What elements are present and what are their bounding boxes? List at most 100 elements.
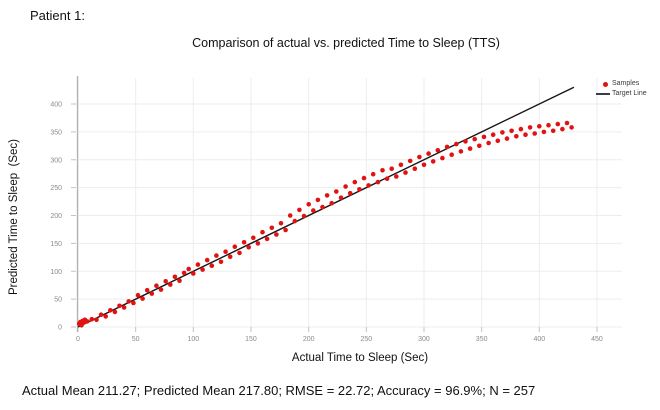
sample-point: [426, 151, 431, 156]
sample-point: [315, 197, 321, 203]
sample-point: [560, 126, 565, 132]
sample-point: [380, 168, 385, 173]
x-tick-label: 350: [476, 336, 488, 343]
sample-point: [168, 282, 173, 287]
sample-point: [504, 136, 510, 141]
sample-point: [495, 138, 501, 144]
sample-point: [514, 134, 519, 139]
sample-point: [121, 305, 127, 310]
sample-point: [412, 166, 418, 171]
target-line: [77, 86, 575, 328]
sample-point: [283, 227, 288, 233]
sample-point: [269, 225, 275, 231]
sample-point: [541, 129, 547, 135]
x-tick-label: 200: [303, 336, 315, 343]
sample-point: [546, 122, 551, 128]
sample-point: [172, 274, 178, 280]
target-line-swatch-icon: [596, 93, 610, 95]
legend-entry-samples: Samples: [596, 79, 647, 89]
stats-summary: Actual Mean 211.27; Predicted Mean 217.8…: [22, 383, 536, 398]
sample-point: [195, 262, 201, 267]
sample-point: [191, 271, 196, 276]
sample-point: [370, 171, 376, 177]
sample-point: [500, 130, 505, 135]
x-tick-label: 250: [360, 336, 372, 343]
legend-target-label: Target Line: [612, 90, 647, 97]
sample-point: [227, 254, 233, 260]
sample-point: [430, 159, 436, 164]
sample-point: [569, 125, 574, 130]
sample-point: [112, 309, 118, 315]
sample-point: [154, 283, 159, 289]
sample-point: [398, 162, 404, 168]
sample-point: [449, 152, 455, 157]
gridlines: [77, 78, 622, 328]
sample-point: [467, 146, 473, 151]
sample-point: [440, 155, 445, 161]
chart-title: Comparison of actual vs. predicted Time …: [192, 36, 500, 50]
sample-point: [311, 208, 316, 213]
sample-point: [564, 120, 570, 126]
sample-point: [384, 176, 390, 181]
sample-point: [84, 319, 90, 324]
sample-point: [407, 158, 413, 164]
x-tick-label: 50: [132, 336, 140, 343]
x-tick-label: 150: [245, 336, 257, 343]
sample-point: [94, 317, 99, 323]
sample-point: [550, 128, 556, 134]
sample-point: [463, 139, 468, 144]
sample-point: [218, 259, 224, 265]
sample-point: [375, 179, 381, 185]
sample-point: [527, 125, 533, 130]
sample-point: [103, 314, 108, 319]
y-tick-label: 250: [50, 185, 62, 192]
sample-point: [98, 312, 104, 318]
y-tick-label: 150: [50, 241, 62, 248]
sample-point: [274, 232, 279, 237]
patient-label: Patient 1:: [30, 8, 85, 23]
sample-point: [301, 213, 307, 219]
sample-point: [117, 303, 122, 309]
sample-point: [394, 174, 399, 179]
y-tick-label: 400: [50, 102, 62, 109]
sample-point: [486, 140, 491, 146]
sample-point: [131, 300, 136, 306]
sample-point: [509, 128, 514, 134]
y-axis-label: Predicted Time to Sleep (Sec): [8, 139, 20, 295]
sample-point: [158, 287, 164, 292]
sample-point: [347, 190, 353, 196]
sample-point: [472, 136, 478, 142]
sample-point: [361, 175, 367, 181]
sample-point: [237, 250, 242, 256]
sample-point: [343, 184, 348, 189]
sample-point: [223, 249, 228, 254]
sample-point: [108, 308, 113, 313]
sample-point: [255, 241, 261, 246]
x-tick-label: 300: [418, 336, 430, 343]
sample-point: [241, 240, 247, 245]
sample-point: [417, 154, 422, 160]
x-tick-label: 450: [591, 336, 603, 343]
sample-point: [126, 299, 131, 304]
y-tick-label: 200: [50, 213, 62, 220]
sample-point: [306, 202, 312, 207]
sample-point: [458, 149, 464, 154]
sample-point: [149, 291, 155, 296]
sample-point: [292, 218, 298, 224]
sample-point: [89, 316, 95, 322]
y-tick-label: 0: [58, 325, 62, 332]
sample-point: [186, 266, 191, 272]
x-tick-label: 100: [187, 336, 199, 343]
sample-point: [532, 131, 537, 136]
y-tick-label: 50: [54, 297, 62, 304]
scatter-points: [76, 120, 574, 328]
sample-point: [204, 257, 210, 263]
sample-point: [338, 195, 344, 200]
x-axis-label: Actual Time to Sleep (Sec): [291, 352, 429, 364]
sample-point: [352, 179, 358, 185]
sample-point: [435, 148, 441, 153]
sample-point: [518, 126, 524, 132]
y-tick-label: 300: [50, 157, 62, 164]
sample-point: [278, 221, 284, 226]
